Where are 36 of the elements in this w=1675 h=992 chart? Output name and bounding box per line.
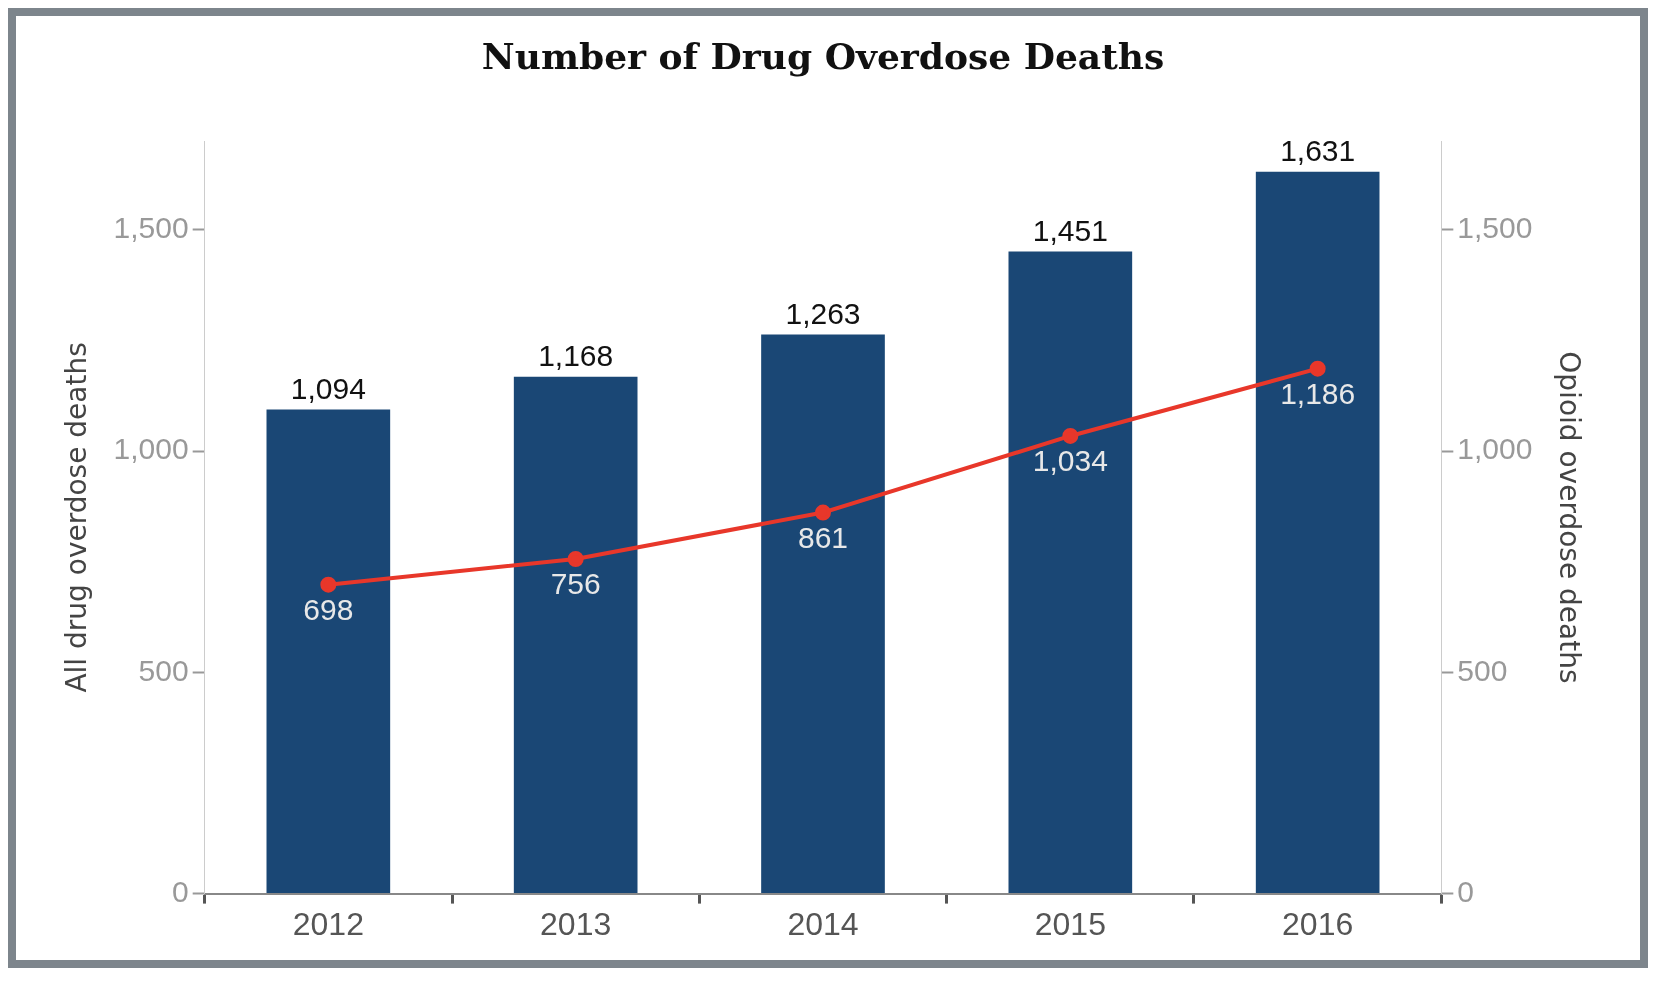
data-label: 698: [303, 592, 354, 626]
data-label: 1,186: [1280, 376, 1356, 410]
point: [567, 551, 584, 567]
bar: [1008, 251, 1133, 894]
y-tick-label: 1,500: [113, 210, 189, 244]
data-label: 1,631: [1280, 134, 1356, 167]
data-label: 1,451: [1032, 213, 1108, 247]
y-tick-label: 0: [171, 874, 189, 908]
y2-tick-label: 1,500: [1457, 210, 1533, 244]
y-tick-label: 1,000: [113, 432, 189, 466]
point: [320, 576, 337, 593]
data-label: 1,094: [290, 371, 366, 405]
data-label: 1,034: [1032, 444, 1108, 478]
bar: [761, 334, 885, 894]
x-tick-label: 2012: [292, 905, 364, 942]
point: [815, 504, 831, 521]
x-tick-label: 2013: [540, 905, 612, 942]
y-axis-title: All drug overdose deaths: [60, 342, 94, 693]
y2-tick-label: 0: [1457, 874, 1475, 908]
data-label: 756: [550, 567, 601, 601]
data-label: 1,263: [785, 296, 861, 330]
y-tick-label: 500: [138, 653, 189, 687]
x-tick-label: 2015: [1034, 905, 1106, 942]
bar: [266, 409, 391, 894]
y2-tick-label: 500: [1457, 653, 1508, 687]
bar: [1255, 171, 1380, 894]
bar: [513, 376, 638, 894]
x-tick-label: 2016: [1282, 905, 1354, 942]
chart-title: Number of Drug Overdose Deaths: [481, 34, 1165, 77]
point: [1062, 427, 1079, 444]
point: [1309, 360, 1326, 377]
data-label: 861: [797, 520, 849, 554]
x-tick-label: 2014: [787, 905, 859, 942]
data-label: 1,168: [538, 338, 614, 372]
y2-axis-title: Opioid overdose deaths: [1552, 351, 1586, 684]
y2-tick-label: 1,000: [1457, 432, 1533, 466]
